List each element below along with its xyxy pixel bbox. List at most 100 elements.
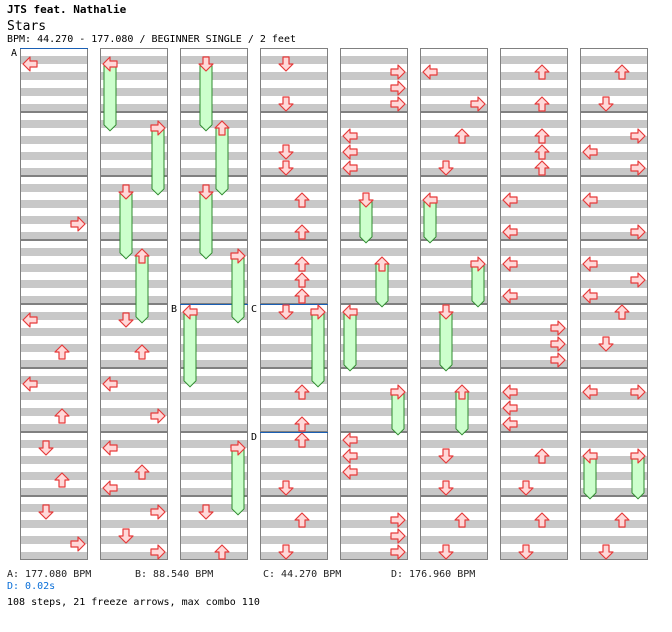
stripe xyxy=(180,128,248,136)
right-arrow-icon xyxy=(390,512,406,528)
measure xyxy=(100,368,168,432)
measure xyxy=(20,496,88,560)
stripe xyxy=(260,176,328,184)
stripe xyxy=(420,432,488,440)
measure-border xyxy=(340,304,408,368)
stripe xyxy=(580,448,648,456)
stripe xyxy=(580,48,648,56)
stripe xyxy=(420,56,488,64)
stripe xyxy=(100,200,168,208)
measure-border xyxy=(260,496,328,560)
measure xyxy=(260,304,328,368)
up-arrow-icon xyxy=(214,544,230,560)
right-freeze-arrow-icon xyxy=(470,256,486,272)
stripe xyxy=(340,304,408,312)
stripe xyxy=(100,184,168,192)
measure xyxy=(500,368,568,432)
stripe xyxy=(340,296,408,304)
stripe xyxy=(420,184,488,192)
down-arrow-icon xyxy=(598,336,614,352)
measure-border xyxy=(420,176,488,240)
stripe xyxy=(340,512,408,520)
left-arrow-icon xyxy=(502,416,518,432)
stripe xyxy=(100,88,168,96)
stripe xyxy=(340,440,408,448)
stripe xyxy=(20,200,88,208)
stripe xyxy=(20,136,88,144)
measure-border xyxy=(100,48,168,112)
stripe xyxy=(340,312,408,320)
stripe xyxy=(260,192,328,200)
up-freeze-arrow-icon xyxy=(214,120,230,136)
stripe xyxy=(100,464,168,472)
stripe xyxy=(420,488,488,496)
stripe xyxy=(260,72,328,80)
measure xyxy=(580,176,648,240)
stripe xyxy=(340,96,408,104)
stripe xyxy=(580,88,648,96)
stripe xyxy=(100,504,168,512)
stripe xyxy=(420,96,488,104)
measure xyxy=(500,496,568,560)
stripe xyxy=(100,112,168,120)
measure xyxy=(580,240,648,304)
measure xyxy=(180,112,248,176)
down-freeze-arrow-icon xyxy=(198,56,214,72)
down-arrow-icon xyxy=(278,96,294,112)
stripe xyxy=(260,408,328,416)
stripe xyxy=(100,136,168,144)
stripe xyxy=(180,472,248,480)
stripe xyxy=(260,256,328,264)
stripe xyxy=(580,280,648,288)
stripe xyxy=(180,312,248,320)
measure-border xyxy=(340,432,408,496)
stripe xyxy=(340,352,408,360)
stripe xyxy=(20,216,88,224)
right-arrow-icon xyxy=(390,80,406,96)
up-arrow-icon xyxy=(534,128,550,144)
stripe xyxy=(20,184,88,192)
stripe xyxy=(180,360,248,368)
measure-border xyxy=(500,432,568,496)
stripe xyxy=(420,88,488,96)
stripe xyxy=(100,224,168,232)
stripe xyxy=(580,480,648,488)
right-arrow-icon xyxy=(150,544,166,560)
right-freeze-arrow-icon xyxy=(630,448,646,464)
stripe xyxy=(580,360,648,368)
stripe xyxy=(100,528,168,536)
stripe xyxy=(20,72,88,80)
bpm-change-label: D xyxy=(251,432,257,443)
measure xyxy=(100,496,168,560)
stripe xyxy=(340,360,408,368)
stripe xyxy=(20,368,88,376)
stripe xyxy=(500,224,568,232)
stripe xyxy=(420,224,488,232)
stripe xyxy=(340,496,408,504)
measure xyxy=(20,304,88,368)
measure-border xyxy=(100,432,168,496)
stripe xyxy=(20,512,88,520)
stripe xyxy=(260,88,328,96)
stripe xyxy=(260,544,328,552)
left-arrow-icon xyxy=(22,312,38,328)
stripe xyxy=(260,344,328,352)
stripe xyxy=(180,120,248,128)
stripe xyxy=(20,352,88,360)
left-arrow-icon xyxy=(582,192,598,208)
stripe xyxy=(100,384,168,392)
stripe xyxy=(500,368,568,376)
stripe xyxy=(260,504,328,512)
right-arrow-icon xyxy=(70,536,86,552)
measure xyxy=(580,48,648,112)
stripe xyxy=(20,56,88,64)
stripe xyxy=(500,288,568,296)
down-arrow-icon xyxy=(38,440,54,456)
measure-border xyxy=(580,304,648,368)
measure-border xyxy=(580,432,648,496)
step-stats: 108 steps, 21 freeze arrows, max combo 1… xyxy=(7,597,260,608)
left-freeze-arrow-icon xyxy=(422,192,438,208)
stripe xyxy=(420,504,488,512)
measure-border xyxy=(580,48,648,112)
stripe xyxy=(260,368,328,376)
